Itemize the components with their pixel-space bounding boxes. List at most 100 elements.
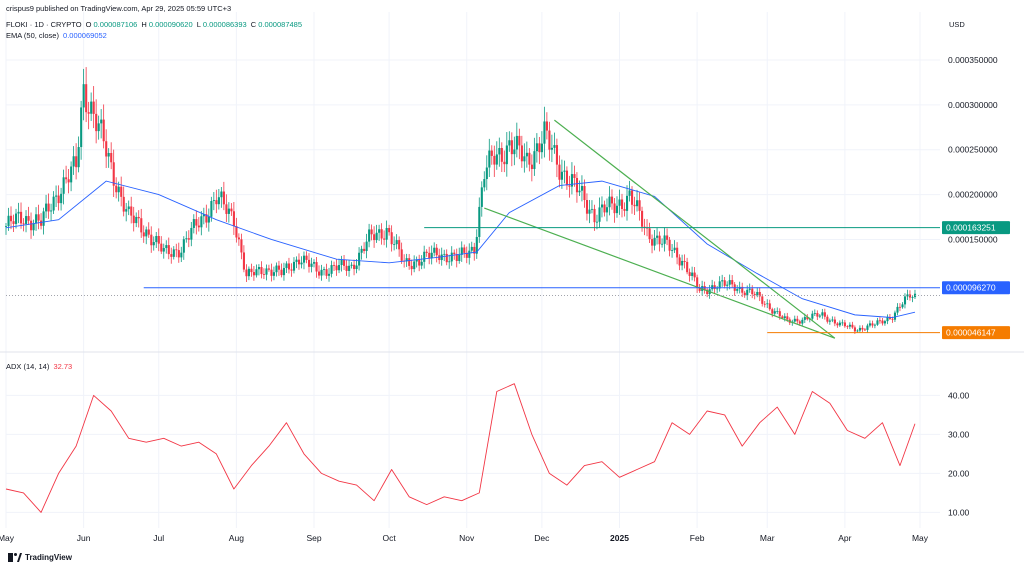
candle-down[interactable] bbox=[843, 322, 846, 327]
candle-down[interactable] bbox=[631, 190, 634, 205]
candle-down[interactable] bbox=[771, 309, 774, 314]
candle-down[interactable] bbox=[555, 145, 558, 165]
candle-up[interactable] bbox=[185, 238, 188, 240]
candle-down[interactable] bbox=[706, 289, 709, 295]
candle-down[interactable] bbox=[37, 214, 40, 221]
candle-up[interactable] bbox=[483, 179, 486, 188]
candle-down[interactable] bbox=[297, 259, 301, 265]
candle-down[interactable] bbox=[57, 195, 60, 204]
candle-up[interactable] bbox=[80, 107, 83, 148]
candle-up[interactable] bbox=[272, 272, 276, 276]
wedge-upper-trendline[interactable] bbox=[554, 119, 836, 339]
candle-down[interactable] bbox=[668, 239, 671, 251]
candle-down[interactable] bbox=[267, 268, 271, 270]
candle-up[interactable] bbox=[523, 156, 526, 162]
candle-down[interactable] bbox=[751, 288, 754, 295]
candle-up[interactable] bbox=[866, 325, 869, 330]
candle-up[interactable] bbox=[302, 255, 306, 263]
candle-up[interactable] bbox=[598, 207, 601, 222]
candle-up[interactable] bbox=[257, 267, 261, 270]
candle-down[interactable] bbox=[287, 263, 291, 270]
candle-up[interactable] bbox=[320, 269, 323, 276]
candle-down[interactable] bbox=[85, 84, 88, 113]
candle-down[interactable] bbox=[353, 264, 356, 270]
candle-down[interactable] bbox=[425, 251, 428, 253]
candle-down[interactable] bbox=[418, 259, 421, 266]
candle-down[interactable] bbox=[891, 318, 894, 320]
candle-down[interactable] bbox=[232, 211, 235, 227]
candle-up[interactable] bbox=[663, 235, 666, 244]
candle-up[interactable] bbox=[448, 261, 451, 263]
candle-down[interactable] bbox=[240, 239, 243, 253]
candle-up[interactable] bbox=[265, 268, 268, 275]
candle-up[interactable] bbox=[618, 199, 621, 206]
candle-down[interactable] bbox=[177, 250, 180, 258]
candle-down[interactable] bbox=[453, 252, 456, 255]
candle-up[interactable] bbox=[375, 232, 378, 241]
candle-down[interactable] bbox=[428, 252, 431, 259]
candle-up[interactable] bbox=[458, 254, 461, 261]
candle-up[interactable] bbox=[838, 322, 841, 326]
candle-down[interactable] bbox=[280, 269, 283, 276]
candle-up[interactable] bbox=[25, 216, 28, 224]
candle-down[interactable] bbox=[500, 148, 503, 162]
candle-down[interactable] bbox=[593, 208, 596, 223]
candle-up[interactable] bbox=[443, 253, 446, 255]
candle-down[interactable] bbox=[10, 215, 13, 222]
candle-up[interactable] bbox=[776, 311, 779, 312]
candle-down[interactable] bbox=[438, 255, 441, 261]
candle-up[interactable] bbox=[608, 196, 611, 208]
candle-up[interactable] bbox=[378, 229, 381, 233]
candle-up[interactable] bbox=[212, 200, 215, 202]
candle-down[interactable] bbox=[786, 316, 789, 320]
candle-up[interactable] bbox=[570, 174, 574, 187]
candle-down[interactable] bbox=[863, 329, 866, 331]
candle-down[interactable] bbox=[633, 204, 636, 207]
candle-up[interactable] bbox=[82, 84, 85, 108]
candle-down[interactable] bbox=[846, 326, 849, 328]
candle-up[interactable] bbox=[415, 259, 418, 262]
candle-up[interactable] bbox=[55, 195, 58, 197]
candle-up[interactable] bbox=[600, 204, 604, 208]
candle-up[interactable] bbox=[563, 170, 566, 172]
candle-down[interactable] bbox=[851, 324, 854, 328]
candle-down[interactable] bbox=[666, 235, 669, 240]
candle-up[interactable] bbox=[475, 236, 478, 254]
candle-up[interactable] bbox=[155, 235, 158, 243]
candle-down[interactable] bbox=[92, 101, 95, 114]
candle-down[interactable] bbox=[235, 226, 238, 238]
candle-up[interactable] bbox=[525, 152, 528, 157]
candle-down[interactable] bbox=[583, 186, 586, 201]
candle-up[interactable] bbox=[748, 288, 751, 290]
candle-down[interactable] bbox=[175, 249, 178, 251]
candle-down[interactable] bbox=[388, 227, 391, 233]
candle-up[interactable] bbox=[550, 147, 553, 150]
candle-down[interactable] bbox=[22, 223, 25, 225]
candle-down[interactable] bbox=[741, 286, 744, 293]
candle-up[interactable] bbox=[70, 166, 73, 183]
candle-up[interactable] bbox=[718, 281, 721, 289]
candle-up[interactable] bbox=[227, 208, 230, 214]
candle-up[interactable] bbox=[728, 280, 731, 285]
candle-down[interactable] bbox=[676, 247, 679, 258]
candle-down[interactable] bbox=[363, 248, 366, 252]
candle-down[interactable] bbox=[410, 265, 413, 270]
candle-down[interactable] bbox=[408, 258, 411, 266]
candle-down[interactable] bbox=[335, 265, 338, 271]
candle-down[interactable] bbox=[658, 235, 661, 245]
candle-down[interactable] bbox=[881, 320, 884, 324]
candle-down[interactable] bbox=[132, 215, 135, 224]
ema-legend[interactable]: EMA (50, close) 0.000069052 bbox=[6, 31, 109, 40]
candle-down[interactable] bbox=[343, 259, 346, 266]
candle-up[interactable] bbox=[210, 201, 213, 217]
candle-up[interactable] bbox=[430, 252, 433, 259]
candle-down[interactable] bbox=[40, 220, 43, 226]
candle-down[interactable] bbox=[435, 247, 438, 256]
candle-up[interactable] bbox=[207, 216, 210, 223]
candle-down[interactable] bbox=[315, 262, 318, 272]
candle-down[interactable] bbox=[130, 206, 133, 216]
candle-down[interactable] bbox=[698, 287, 701, 291]
candle-down[interactable] bbox=[731, 280, 734, 285]
candle-down[interactable] bbox=[160, 243, 163, 252]
